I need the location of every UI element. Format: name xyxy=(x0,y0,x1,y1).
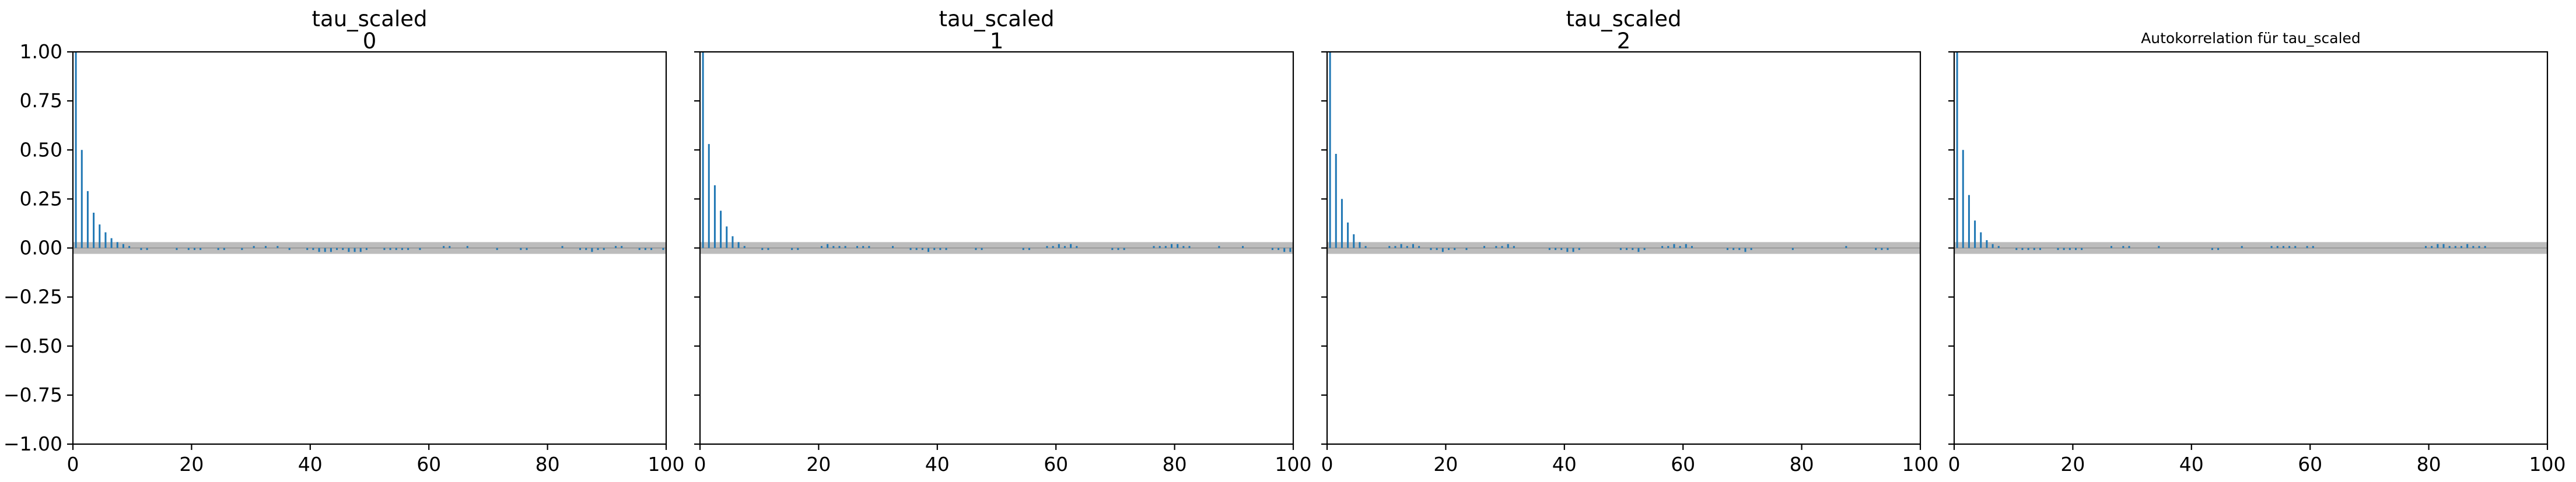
x-tick-label: 0 xyxy=(1321,453,1334,476)
acf-stems xyxy=(1329,52,1889,252)
chart-title-line: 0 xyxy=(363,29,377,54)
x-tick-label: 0 xyxy=(1948,453,1961,476)
y-tick-label: 0.25 xyxy=(20,187,62,210)
chart-panel-0: 0 20 40 60 80 100 1.00 0.75 0.50 0.25 0.00 −0.25 −0.… xyxy=(4,6,685,476)
x-tick-label: 60 xyxy=(1671,453,1695,476)
x-tick-label: 40 xyxy=(298,453,323,476)
x-tick-label: 20 xyxy=(179,453,204,476)
y-tick-label: −0.75 xyxy=(4,384,62,406)
chart-panel-3: 0 20 40 60 80 100 Autokorrelation für tau_scal… xyxy=(1948,30,2566,476)
x-tick-label: 0 xyxy=(694,453,706,476)
x-tick-label: 60 xyxy=(416,453,441,476)
y-tick-label: 0.50 xyxy=(20,138,62,161)
x-tick-label: 0 xyxy=(67,453,79,476)
x-tick-label: 80 xyxy=(1790,453,1814,476)
x-tick-label: 100 xyxy=(648,453,685,476)
y-tick-label: 0.00 xyxy=(20,237,62,259)
acf-stems xyxy=(75,52,664,252)
chart-title-line: tau_scaled xyxy=(312,6,428,31)
chart-title-line: 1 xyxy=(990,29,1004,54)
y-tick-label: −1.00 xyxy=(4,432,62,455)
y-tick-label: −0.25 xyxy=(4,286,62,308)
x-tick-label: 20 xyxy=(2060,453,2085,476)
y-tick-label: 0.75 xyxy=(20,89,62,112)
y-tick-label: −0.50 xyxy=(4,335,62,357)
x-tick-label: 100 xyxy=(1275,453,1312,476)
x-tick-label: 60 xyxy=(2298,453,2322,476)
x-tick-label: 100 xyxy=(1902,453,1939,476)
x-tick-label: 20 xyxy=(806,453,831,476)
x-tick-label: 40 xyxy=(925,453,950,476)
chart-title-line: tau_scaled xyxy=(939,6,1055,31)
x-tick-label: 40 xyxy=(2179,453,2204,476)
chart-title-line: tau_scaled xyxy=(1566,6,1682,31)
x-tick-label: 80 xyxy=(2417,453,2441,476)
x-tick-label: 80 xyxy=(1163,453,1187,476)
x-tick-label: 100 xyxy=(2529,453,2566,476)
acf-stems xyxy=(1956,52,2486,250)
x-tick-label: 40 xyxy=(1552,453,1577,476)
x-tick-label: 20 xyxy=(1433,453,1458,476)
x-tick-label: 80 xyxy=(536,453,560,476)
y-tick-label: 1.00 xyxy=(20,40,62,63)
chart-title: Autokorrelation für tau_scaled xyxy=(2141,30,2361,47)
acf-stems xyxy=(702,52,1292,252)
chart-title-line: 2 xyxy=(1617,29,1631,54)
x-tick-label: 60 xyxy=(1044,453,1068,476)
